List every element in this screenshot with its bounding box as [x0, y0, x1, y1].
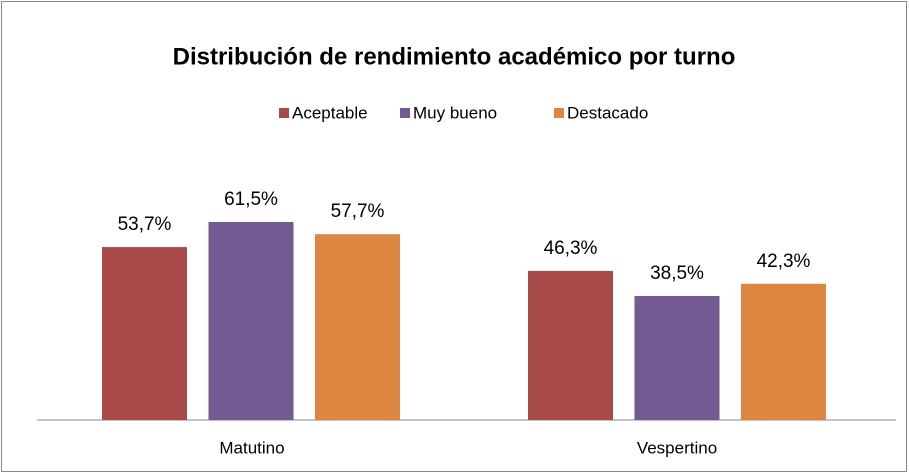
legend-label: Muy bueno: [413, 103, 497, 122]
x-tick-label: Vespertino: [637, 438, 717, 457]
bar: [208, 221, 294, 420]
legend-label: Destacado: [567, 103, 648, 122]
data-label: 38,5%: [650, 263, 704, 284]
data-label: 46,3%: [544, 238, 598, 259]
bar: [634, 296, 720, 420]
data-label: 57,7%: [331, 201, 385, 222]
data-label: 61,5%: [224, 189, 278, 210]
bar: [528, 270, 613, 420]
legend-swatch: [400, 108, 410, 118]
x-tick-label: Matutino: [219, 438, 284, 457]
bar: [315, 234, 400, 420]
bar: [102, 247, 187, 420]
data-label: 42,3%: [757, 251, 811, 272]
legend-label: Aceptable: [292, 103, 368, 122]
data-label: 53,7%: [118, 214, 172, 235]
legend-swatch: [554, 108, 564, 118]
bar: [741, 283, 826, 420]
legend-swatch: [279, 108, 289, 118]
chart-title: Distribución de rendimiento académico po…: [173, 43, 736, 70]
